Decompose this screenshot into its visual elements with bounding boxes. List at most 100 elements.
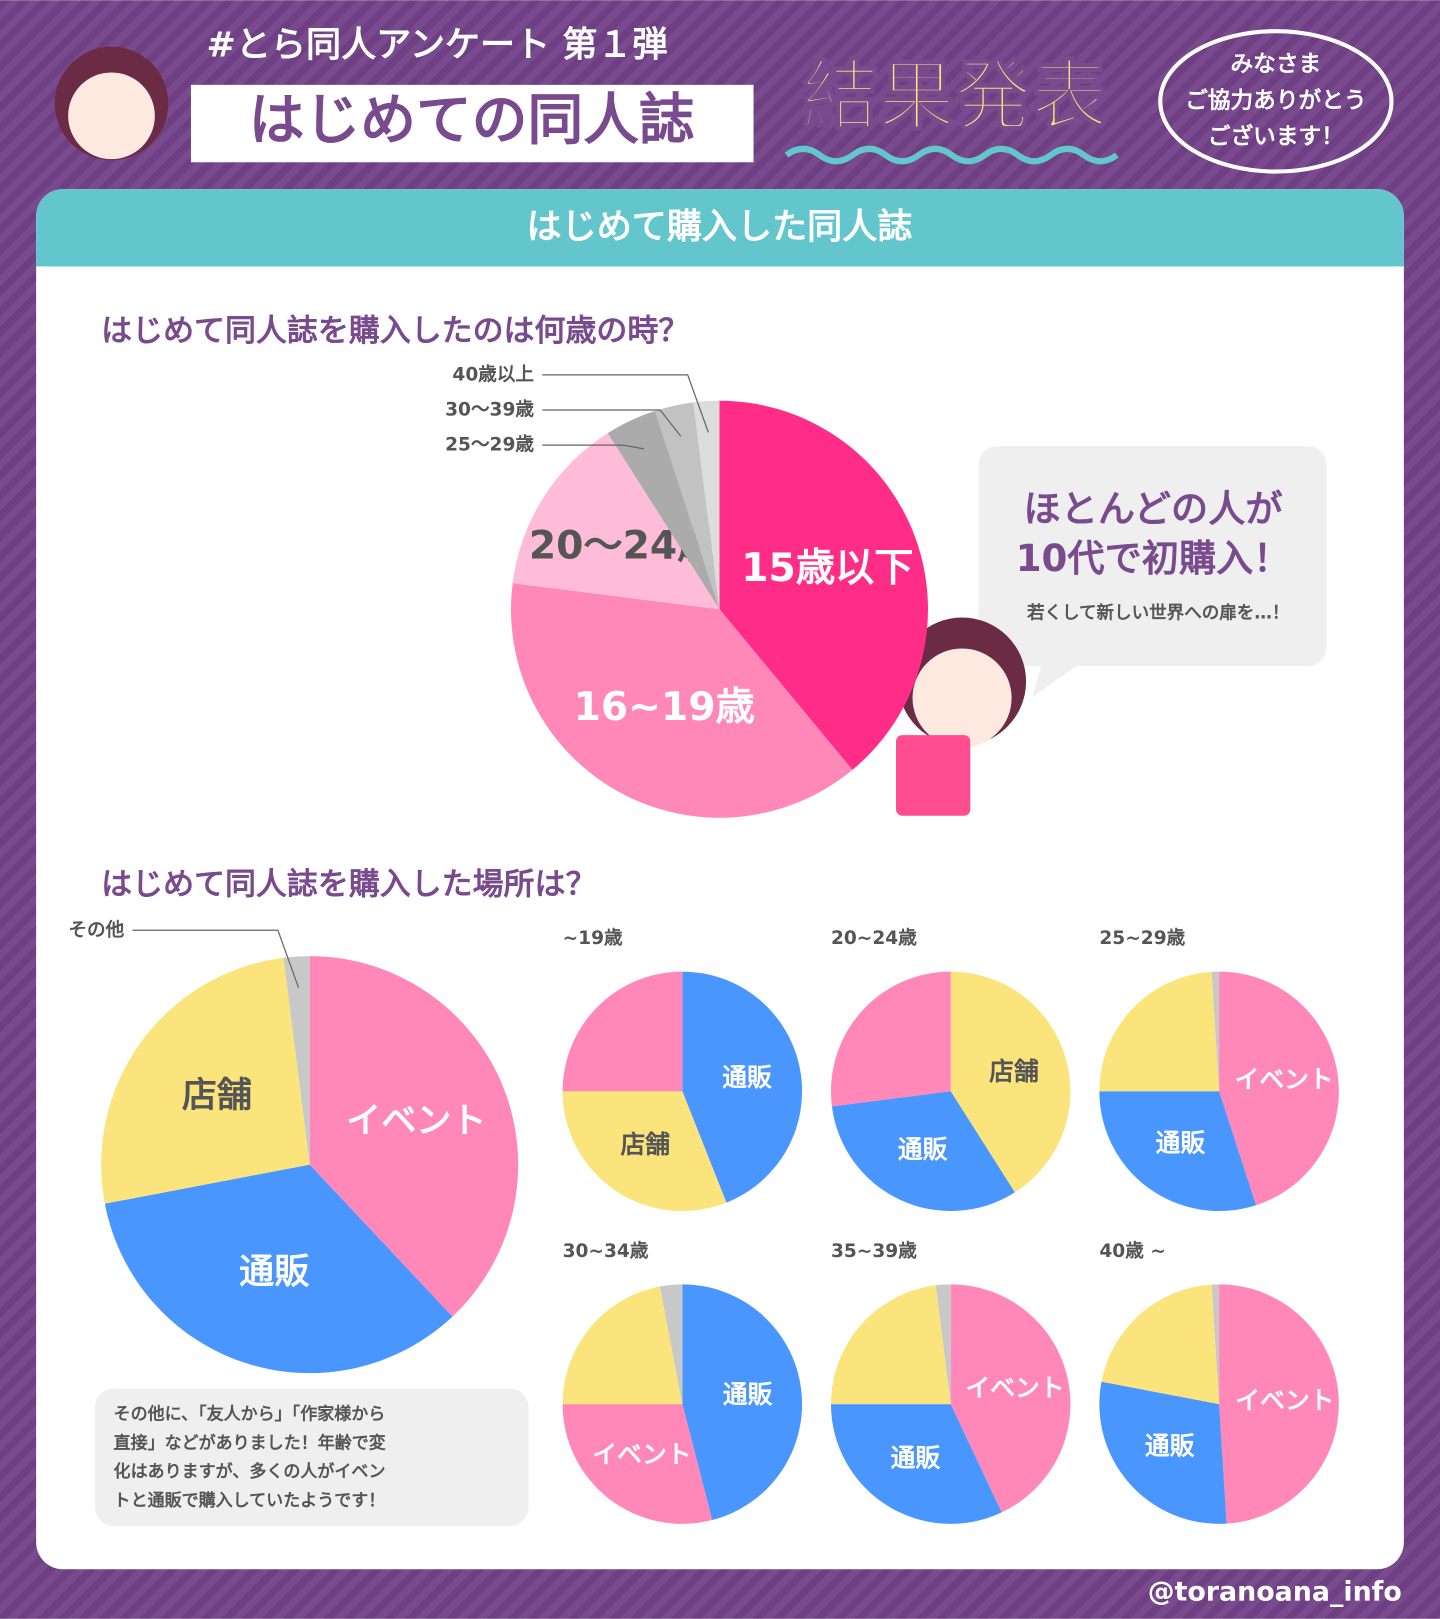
text-line: 化はありますが、多くの人がイベン bbox=[114, 1461, 386, 1482]
pie-title: 30~34歳 bbox=[563, 1241, 649, 1262]
pie-slice bbox=[283, 956, 310, 1165]
leader-line bbox=[542, 409, 682, 437]
slice-label: イベント bbox=[592, 1440, 691, 1469]
pie-title: 25~29歳 bbox=[1099, 928, 1185, 949]
slice-label: イベント bbox=[965, 1374, 1064, 1403]
pie-title: ~19歳 bbox=[563, 928, 623, 949]
slice-label: 16~19歳 bbox=[574, 685, 755, 730]
pie-slice bbox=[104, 1164, 453, 1374]
slice-label: 店舗 bbox=[989, 1057, 1039, 1086]
header-badge: 結果発表 bbox=[802, 52, 1108, 141]
pie-title: 40歳 ~ bbox=[1099, 1241, 1165, 1262]
outside-label: 30～39歳 bbox=[445, 400, 534, 421]
pie-slice bbox=[562, 1404, 713, 1524]
mascot-book bbox=[896, 735, 971, 816]
pie-slice bbox=[682, 1284, 803, 1521]
header-title: はじめての同人誌 bbox=[249, 88, 695, 153]
wave bbox=[784, 145, 1119, 165]
pie-slice bbox=[950, 1284, 1071, 1513]
text-line: 直接」などがありました！年齢で変 bbox=[114, 1432, 387, 1453]
pie-slice bbox=[562, 1286, 683, 1405]
slice-label: 通販 bbox=[891, 1444, 941, 1473]
slice-label: イベント bbox=[1235, 1386, 1334, 1415]
pie-slice bbox=[935, 1284, 951, 1405]
bubble-text: ほとんどの人が 10代で初購入！ bbox=[1016, 488, 1291, 581]
pie-slice bbox=[562, 1091, 727, 1212]
question-title: はじめて同人誌を購入したのは何歳の時？ bbox=[101, 313, 689, 349]
slice-label: 通販 bbox=[239, 1252, 310, 1293]
section-title: はじめて購入した同人誌 bbox=[527, 206, 913, 247]
outside-label: 40歳以上 bbox=[452, 364, 534, 385]
pie-slice bbox=[1099, 971, 1220, 1092]
outside-label: 25～29歳 bbox=[445, 435, 534, 456]
footer-handle: @toranoana_info bbox=[1148, 1576, 1402, 1607]
slice-label: イベント bbox=[1235, 1065, 1334, 1094]
pie-slice bbox=[659, 1284, 683, 1405]
pie-slice bbox=[1099, 1381, 1227, 1524]
slice-label: 店舗 bbox=[182, 1075, 252, 1116]
slice-label: 店舗 bbox=[621, 1130, 671, 1159]
slice-label: 通販 bbox=[1145, 1432, 1195, 1461]
section-header bbox=[36, 189, 1404, 267]
pie-slice bbox=[510, 583, 853, 818]
text-line: その他に、「友人から」「作家様から bbox=[114, 1403, 386, 1424]
pie-slice bbox=[655, 402, 720, 610]
pie-slice bbox=[831, 1091, 1015, 1212]
pie-slice bbox=[1219, 971, 1339, 1206]
thanks-frame bbox=[1158, 29, 1394, 174]
pie-slice bbox=[1101, 1284, 1220, 1405]
mascot-face bbox=[68, 72, 155, 160]
pie-slice bbox=[1219, 1284, 1339, 1524]
pie-slice bbox=[1099, 1091, 1257, 1212]
text-line: トと通販で購入していたようです！ bbox=[114, 1490, 386, 1511]
pie-slice bbox=[1211, 1284, 1220, 1405]
pie-slice bbox=[309, 956, 519, 1317]
leader-line bbox=[132, 929, 300, 988]
bubble-sub: 若くして新しい世界への扉を…！ bbox=[1026, 602, 1289, 623]
pie-slice bbox=[607, 410, 720, 610]
pie-slice bbox=[682, 971, 803, 1203]
pie-slice bbox=[719, 400, 928, 770]
header-tag: #とら同人アンケート 第１弾 bbox=[206, 25, 667, 66]
speech-bubble bbox=[978, 446, 1327, 667]
question-title: はじめて同人誌を購入した場所は？ bbox=[101, 866, 596, 902]
text-line: ございます！ bbox=[1208, 123, 1344, 150]
text-line: みなさま bbox=[1230, 52, 1321, 78]
pie-slice bbox=[950, 971, 1071, 1193]
pie-slice bbox=[830, 971, 951, 1107]
slice-label: 15歳以下 bbox=[741, 546, 913, 591]
leader-line bbox=[542, 374, 709, 433]
text-line: 10代で初購入！ bbox=[1016, 537, 1291, 580]
note-text: その他に、「友人から」「作家様から直接」などがありました！年齢で変化はありますが… bbox=[114, 1403, 387, 1511]
charts: 15歳以下16~19歳20～24歳40歳以上30～39歳25～29歳イベント通販… bbox=[68, 364, 1339, 1524]
leader-line bbox=[542, 444, 645, 450]
title-box bbox=[190, 84, 754, 163]
pie-slice bbox=[693, 400, 720, 610]
slice-label: 通販 bbox=[723, 1380, 773, 1409]
pie-title: 35~39歳 bbox=[831, 1241, 917, 1262]
pie-slice bbox=[830, 1285, 951, 1405]
pie-slice bbox=[101, 957, 310, 1204]
pie-title: 20~24歳 bbox=[831, 928, 917, 949]
slice-label: 通販 bbox=[1156, 1129, 1206, 1158]
outside-label: その他 bbox=[68, 919, 124, 941]
slice-label: 通販 bbox=[722, 1063, 772, 1092]
slice-label: イベント bbox=[346, 1100, 486, 1141]
pie-slice bbox=[1211, 971, 1220, 1092]
note-box bbox=[94, 1388, 529, 1526]
mascot-face bbox=[912, 648, 1012, 748]
pie-slice bbox=[562, 971, 683, 1092]
text-line: ほとんどの人が bbox=[1024, 488, 1283, 531]
pie-slice bbox=[512, 433, 720, 610]
slice-label: 通販 bbox=[898, 1135, 948, 1164]
